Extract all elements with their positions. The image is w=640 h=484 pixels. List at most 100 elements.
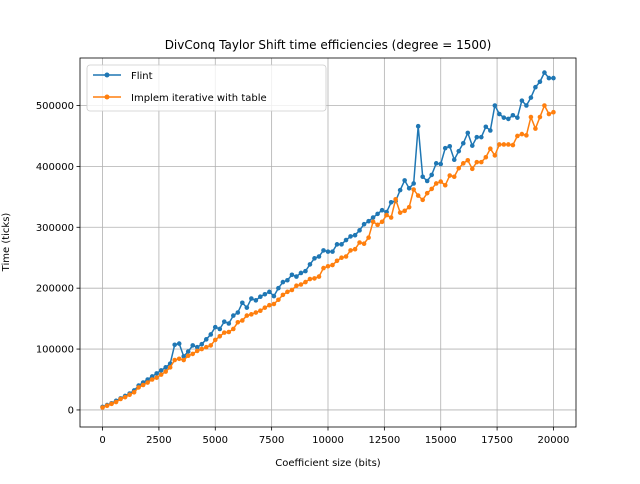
series-1-point [118,396,123,402]
series-layer [100,70,556,410]
series-0-point [343,237,349,243]
series-0-point [397,187,403,193]
series-1-point [528,114,534,120]
series-1-point [492,153,498,158]
series-1-point [131,389,137,395]
series-1-point [411,187,416,192]
series-0-point [429,172,435,178]
series-0-point [357,228,362,233]
y-tick-label: 0 [68,405,74,416]
series-1-point [352,246,358,252]
x-tick-label: 7500 [259,435,284,446]
series-1-point [451,174,457,180]
series-1-point [154,375,159,380]
series-1-point [420,197,425,203]
series-1-point [185,353,191,359]
series-0-point [474,134,480,140]
series-1-point [158,372,164,377]
series-1-point [244,313,250,318]
series-1-point [510,142,516,148]
series-1-point [267,302,272,308]
series-1-point [551,109,556,115]
grid [80,58,576,427]
series-0-point [438,161,444,167]
series-0-point [212,324,218,330]
series-0-point [172,342,177,348]
series-0-point [321,248,326,253]
y-tick-label: 500000 [36,101,74,112]
series-0-point [289,272,295,278]
series-0-point [244,305,250,310]
series-1-point [546,111,552,117]
series-0-point [240,300,245,306]
series-0-point [406,186,412,191]
series-1-point [271,301,277,307]
series-1-point [343,254,349,259]
series-1-point [307,276,313,282]
series-0-point [203,337,209,342]
series-1-point [294,283,299,289]
series-0-point [420,174,425,180]
series-1-point [388,215,394,220]
series-1-point [524,133,529,138]
series-0-point [483,124,489,130]
series-0-point [348,234,353,239]
series-1-point [253,310,259,315]
series-0-point [542,70,547,75]
x-axis-label: Coefficient size (bits) [275,458,381,469]
series-0-point [479,134,484,140]
series-1-point [442,182,448,188]
y-axis-label: Time (ticks) [1,213,12,273]
series-0-point [285,277,290,283]
series-0-point [199,341,205,347]
series-0-point [226,321,232,326]
series-0-point [194,344,200,350]
series-1-point [384,212,389,218]
series-1-point [361,241,367,247]
series-0-point [402,178,407,183]
legend-box [86,64,327,112]
series-0-point [267,289,272,295]
series-1-point [285,289,290,295]
x-tick-label: 10000 [312,435,344,446]
series-0-point [271,293,277,299]
series-1-point [519,131,525,137]
series-1-point [176,356,182,362]
series-1-point [321,265,326,271]
series-0-point [411,181,416,186]
series-1-point [429,186,435,192]
series-1-point [199,346,205,352]
series-0-point [361,221,367,227]
series-1-point [316,274,322,279]
series-1-point [203,344,209,350]
series-1-point [312,276,317,281]
series-1-point [483,154,489,160]
x-tick-label: 17500 [481,435,513,446]
series-1-point [424,190,430,196]
series-1-point [280,292,286,298]
series-1-point [226,329,232,335]
series-0-point [492,103,498,108]
series-0-point [312,256,317,261]
series-0-point [253,298,259,303]
series-0-point [185,349,191,354]
y-tick-label: 300000 [36,223,74,234]
series-0-point [375,211,380,217]
series-1-point [208,343,214,348]
series-1-point [127,392,132,398]
series-1-point [149,377,155,382]
series-0-point [262,291,268,297]
legend-marker-implem [104,94,110,100]
x-tick-label: 2500 [146,435,171,446]
ticks: 0 2500 5000 7500 10000 12500 15000 17500 2000001… [36,101,570,446]
series-0-point [249,296,254,301]
series-1-point [357,240,362,245]
series-1-point [537,114,543,120]
series-1-point [348,248,353,253]
series-0-point [519,98,525,103]
series-0-point [221,319,227,324]
series-1-point [172,357,177,363]
series-1-point [375,222,380,228]
series-1-point [542,103,547,108]
series-1-point [366,235,371,240]
